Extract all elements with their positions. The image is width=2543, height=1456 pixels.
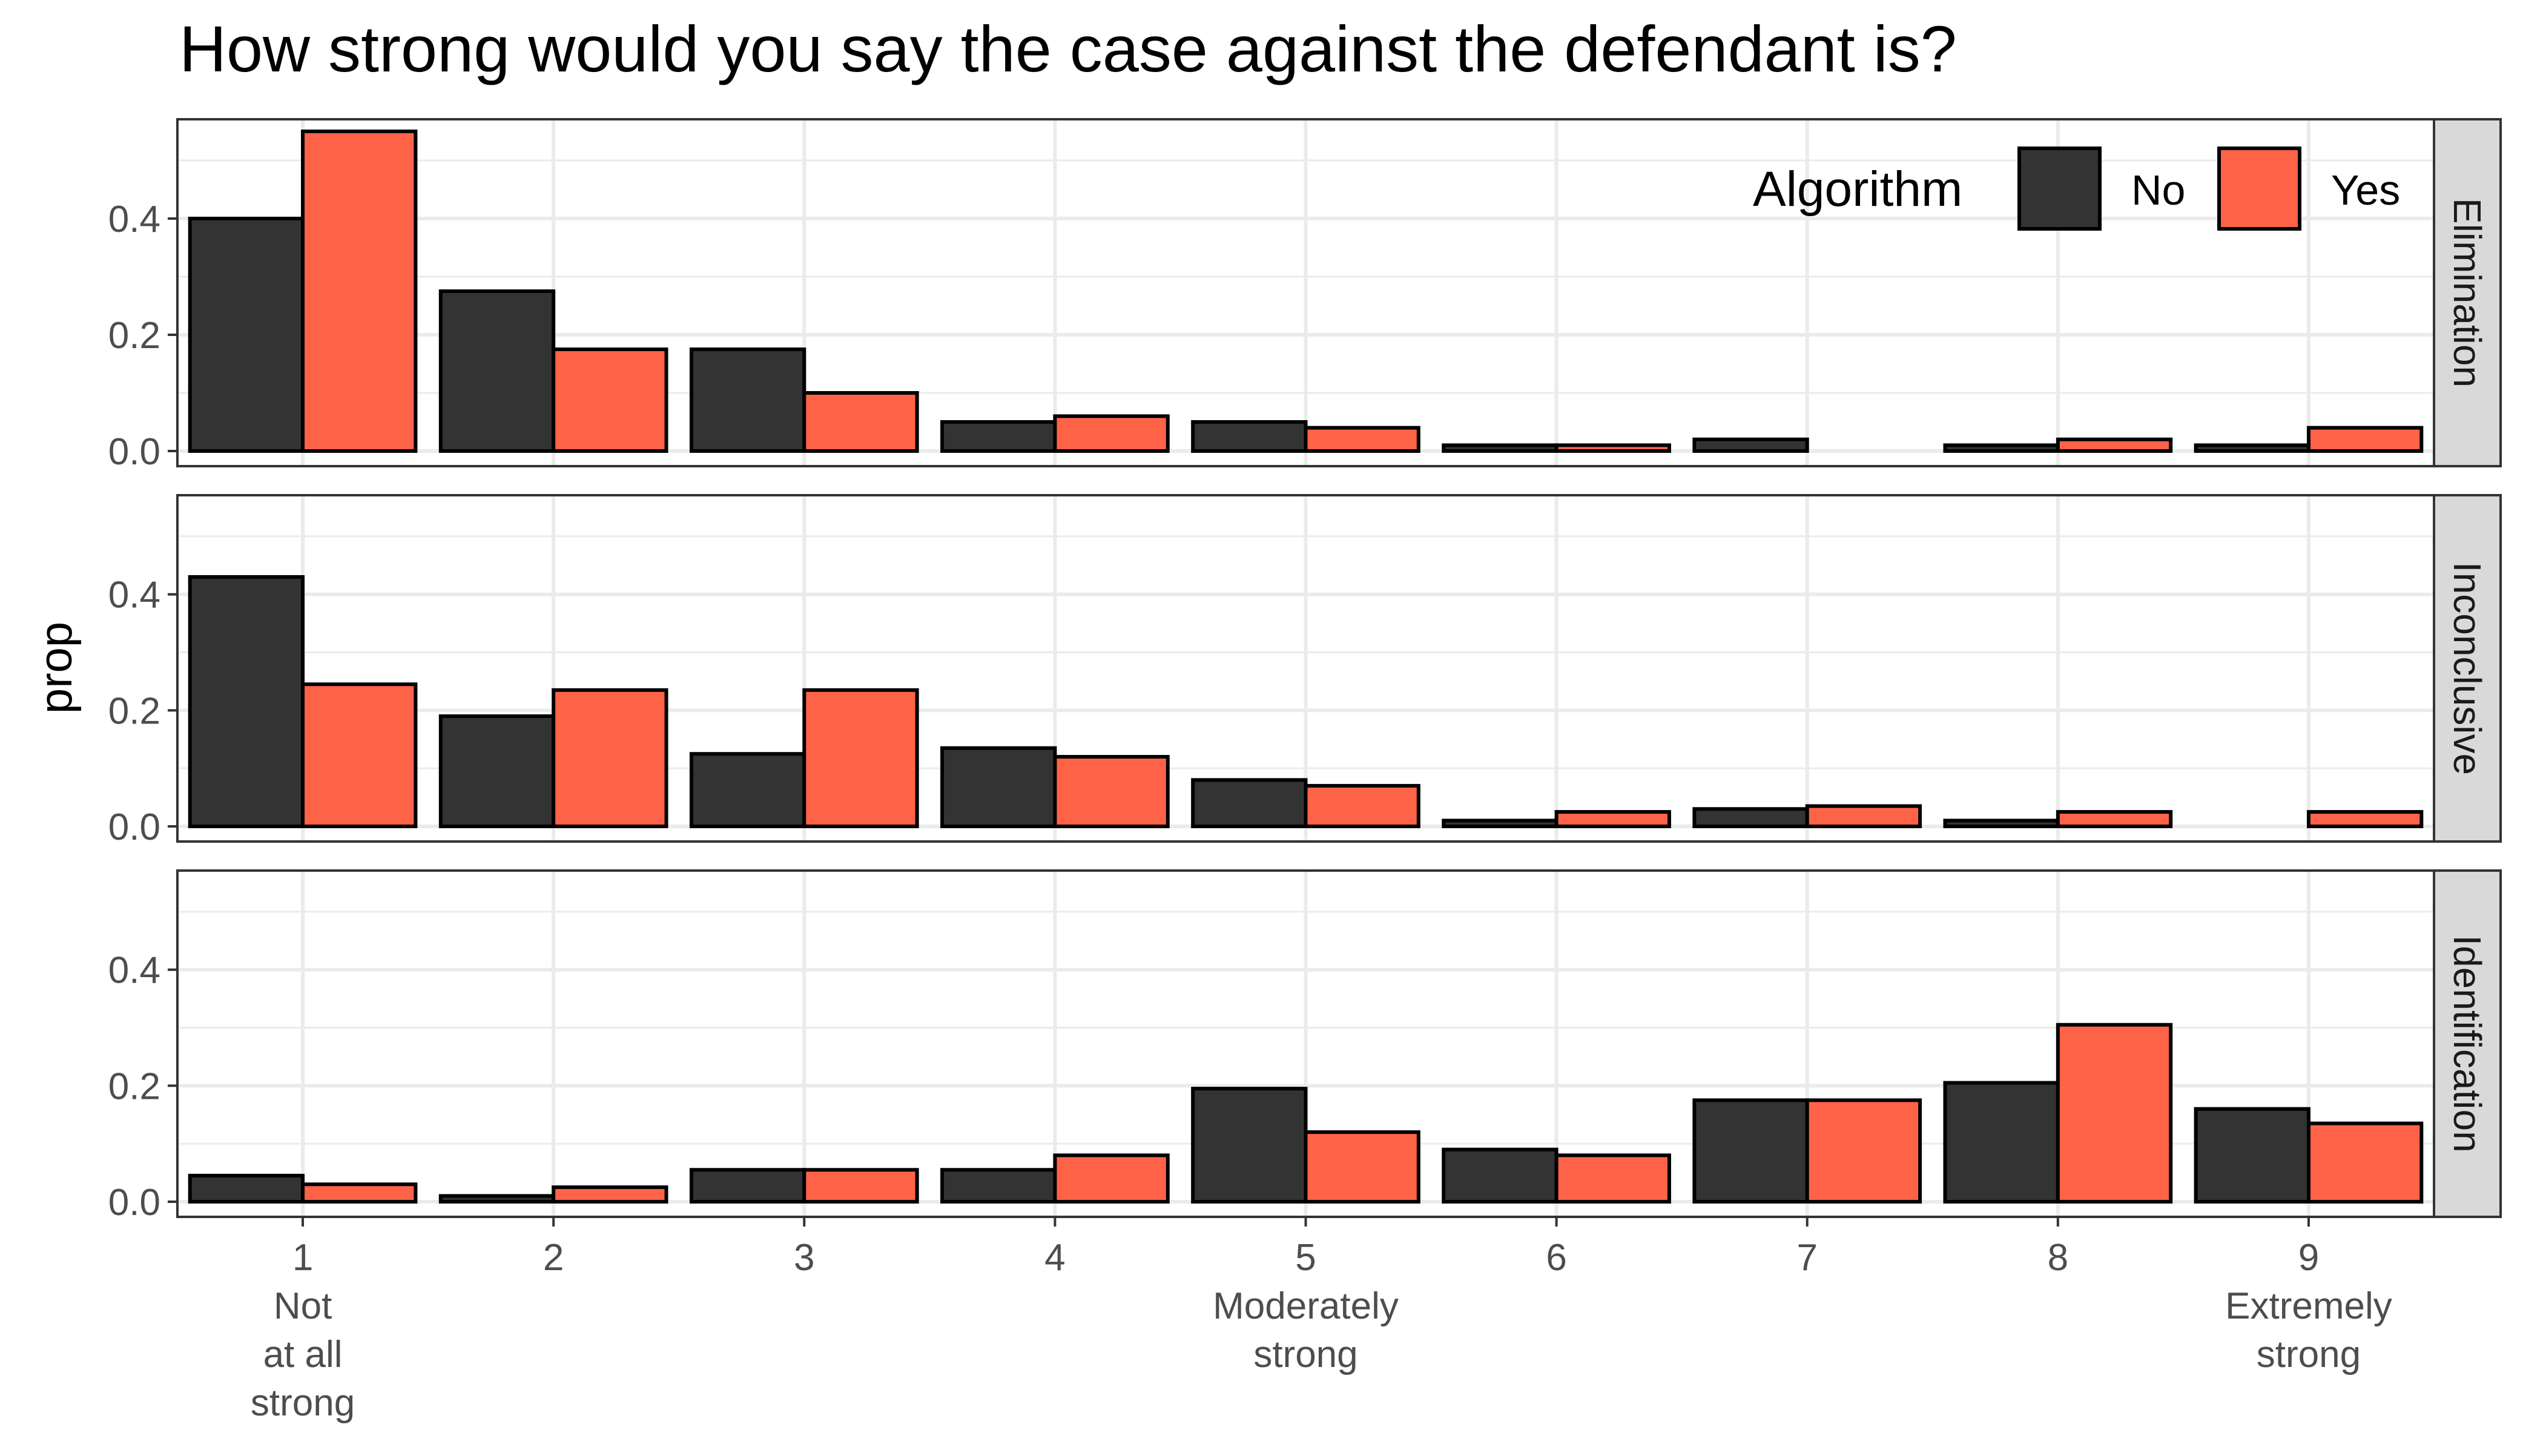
bar-yes <box>1805 804 1922 828</box>
bar-no <box>1692 437 1809 453</box>
chart-title: How strong would you say the case agains… <box>179 12 1957 85</box>
x-tick-sublabel: Moderately <box>1213 1285 1399 1327</box>
bar-yes <box>1053 414 1170 453</box>
bar-no <box>689 752 806 829</box>
x-tick-label: 3 <box>794 1237 814 1279</box>
x-tick-sublabel: strong <box>1253 1334 1357 1375</box>
facet-strip <box>2433 869 2502 1218</box>
bar-yes <box>552 1185 668 1204</box>
x-tick-label: 8 <box>2048 1237 2068 1279</box>
bar-no <box>188 575 305 828</box>
x-tick-label: 2 <box>543 1237 564 1279</box>
x-tick-label: 6 <box>1546 1237 1566 1279</box>
x-tick-label: 1 <box>292 1237 313 1279</box>
bar-no <box>188 217 305 453</box>
legend-label-no: No <box>2131 166 2185 214</box>
bar-no <box>940 420 1057 453</box>
y-axis-label: prop <box>30 622 82 714</box>
y-tick-label: 0.4 <box>108 575 160 616</box>
y-tick-label: 0.0 <box>108 431 160 473</box>
y-tick-label: 0.4 <box>108 199 160 240</box>
legend-label-yes: Yes <box>2331 166 2400 214</box>
bar-no <box>1692 807 1809 828</box>
bar-no <box>2194 1107 2310 1204</box>
bar-yes <box>301 1182 418 1204</box>
bar-no <box>1692 1098 1809 1204</box>
facet-strip-label: Identification <box>2446 935 2489 1152</box>
bar-no <box>1442 819 1558 829</box>
legend-key-no <box>2017 147 2102 231</box>
bar-yes <box>2306 1121 2424 1204</box>
facet-strip-label: Inconclusive <box>2446 562 2489 775</box>
bar-no <box>689 1168 806 1204</box>
bar-no <box>1442 443 1558 453</box>
bar-yes <box>1554 443 1671 453</box>
bar-yes <box>1053 1153 1170 1204</box>
x-tick-sublabel: Extremely <box>2225 1285 2392 1327</box>
bar-no <box>1191 420 1308 453</box>
facet-strip <box>2433 118 2502 467</box>
y-tick-label: 0.0 <box>108 806 160 848</box>
facet-strip <box>2433 494 2502 843</box>
bar-no <box>1943 819 2060 829</box>
bar-yes <box>552 348 668 453</box>
bar-yes <box>802 688 919 828</box>
facet-strip-label: Elimination <box>2446 198 2489 387</box>
bar-no <box>689 348 806 453</box>
bar-yes <box>802 391 919 453</box>
x-tick-label: 5 <box>1295 1237 1316 1279</box>
bar-yes <box>1053 755 1170 829</box>
bar-no <box>1943 443 2060 453</box>
bar-no <box>2194 443 2310 453</box>
bar-yes <box>2056 810 2173 828</box>
bar-yes <box>2306 810 2424 828</box>
bar-yes <box>2056 437 2173 453</box>
bar-yes <box>301 130 418 453</box>
legend-key-yes <box>2217 147 2301 231</box>
bar-yes <box>1304 1130 1420 1204</box>
bar-yes <box>2056 1023 2173 1204</box>
x-tick-label: 9 <box>2298 1237 2319 1279</box>
bar-no <box>1943 1081 2060 1204</box>
bar-no <box>438 289 556 453</box>
y-tick-label: 0.2 <box>108 690 160 732</box>
bar-no <box>1442 1147 1558 1204</box>
bar-no <box>438 1194 556 1204</box>
bar-no <box>1191 778 1308 829</box>
legend-title: Algorithm <box>1753 162 1962 217</box>
x-tick-sublabel: Not <box>274 1285 332 1327</box>
bar-yes <box>1554 810 1671 828</box>
x-tick-sublabel: at all <box>263 1334 343 1375</box>
bar-no <box>188 1173 305 1204</box>
bar-no <box>940 1168 1057 1204</box>
bar-no <box>1191 1087 1308 1204</box>
x-tick-sublabel: strong <box>2257 1334 2361 1375</box>
y-tick-label: 0.4 <box>108 950 160 992</box>
y-tick-label: 0.2 <box>108 1066 160 1107</box>
bar-yes <box>1304 783 1420 828</box>
bar-yes <box>1554 1153 1671 1204</box>
bar-yes <box>1805 1098 1922 1204</box>
bar-no <box>940 746 1057 829</box>
bar-yes <box>1304 426 1420 453</box>
x-tick-label: 4 <box>1044 1237 1065 1279</box>
x-tick-sublabel: strong <box>251 1382 355 1424</box>
bar-no <box>438 714 556 828</box>
bar-yes <box>802 1168 919 1204</box>
bar-yes <box>2306 426 2424 453</box>
bar-yes <box>301 682 418 829</box>
x-tick-label: 7 <box>1796 1237 1817 1279</box>
y-tick-label: 0.0 <box>108 1182 160 1224</box>
y-tick-label: 0.2 <box>108 315 160 357</box>
bar-yes <box>552 688 668 828</box>
